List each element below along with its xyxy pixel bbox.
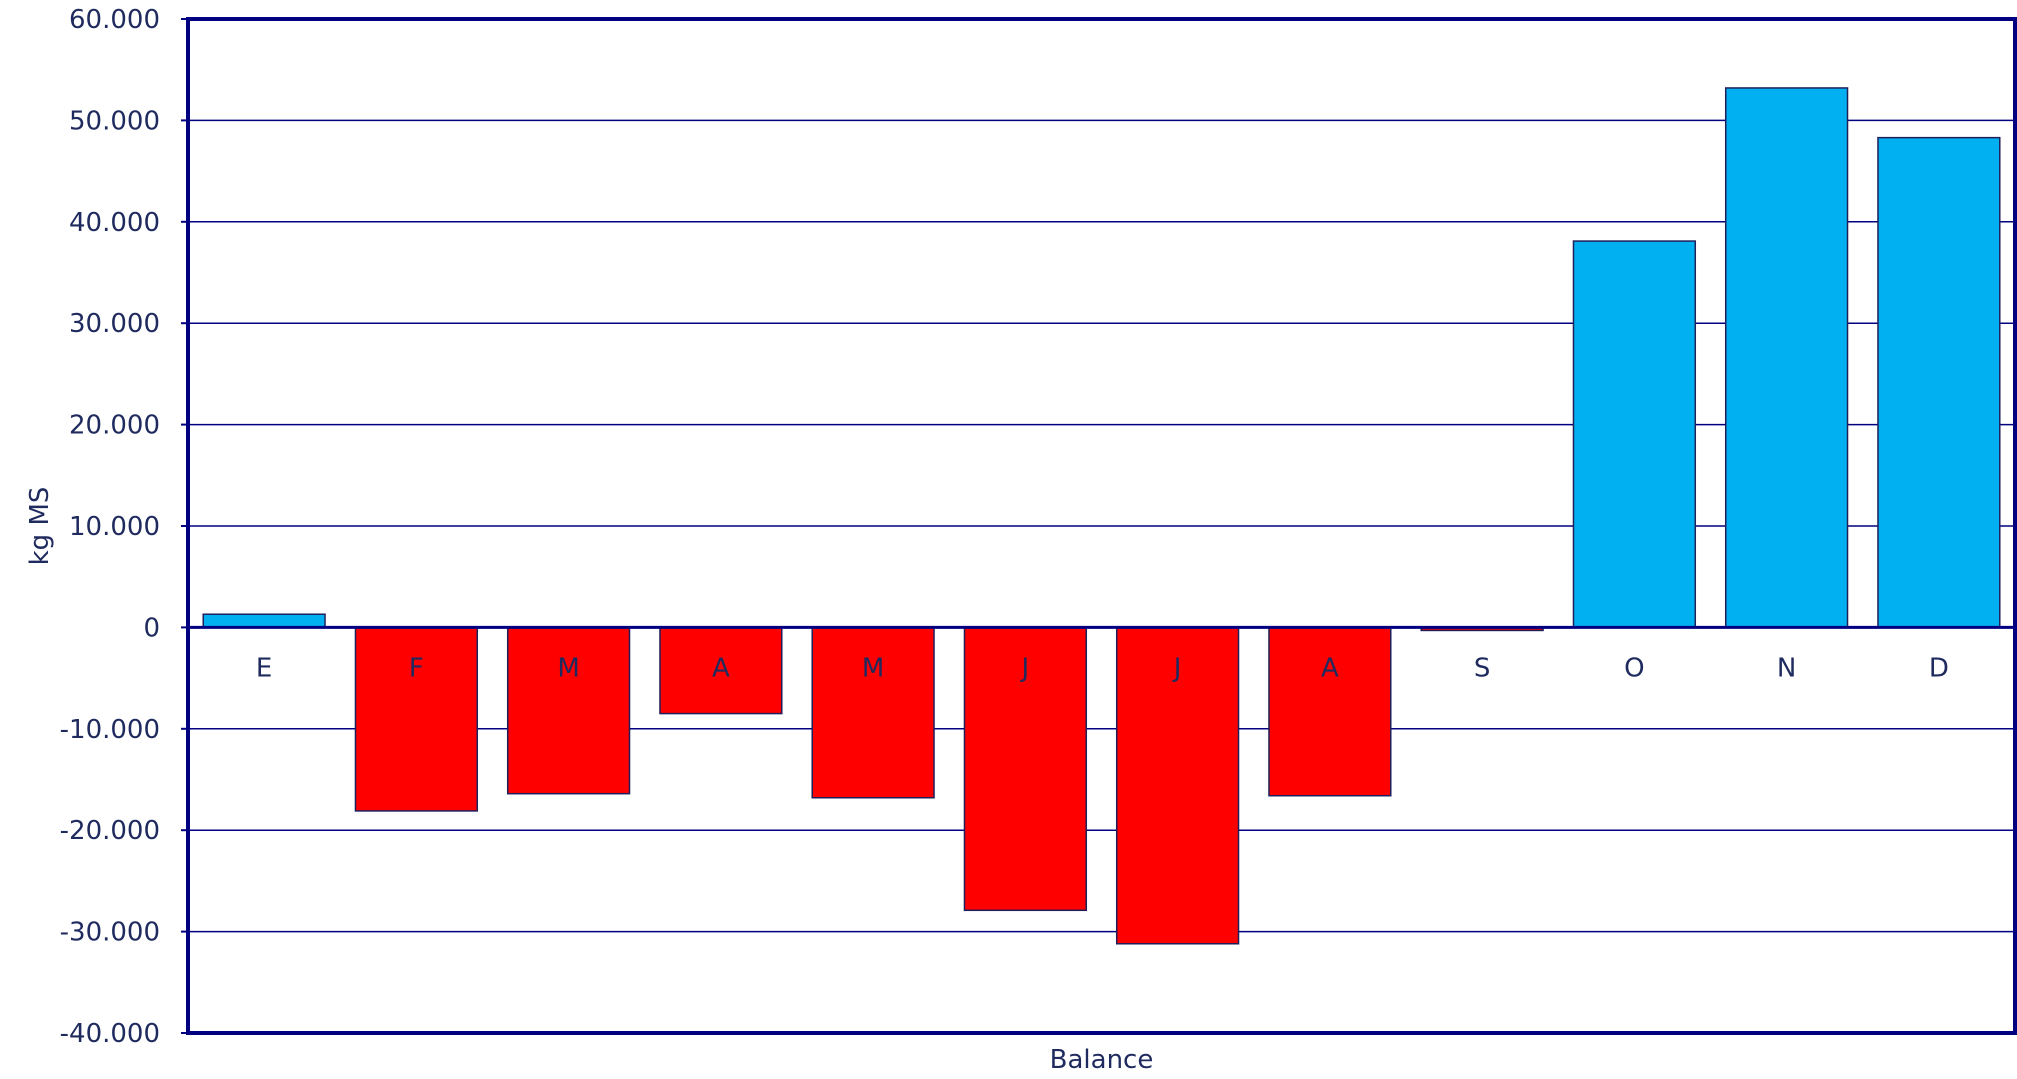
bar-6	[963, 626, 1088, 912]
bar-11	[1724, 87, 1849, 629]
x-tick-label: N	[1777, 653, 1796, 683]
x-tick-label: J	[1020, 653, 1030, 683]
x-tick-label: M	[557, 653, 579, 683]
axes	[181, 17, 2017, 1035]
x-tick-label: A	[712, 653, 730, 683]
x-tick-label: E	[256, 653, 272, 683]
bar-10	[1572, 240, 1697, 629]
x-axis-label: Balance	[1050, 1045, 1154, 1075]
x-tick-label: S	[1474, 653, 1491, 683]
y-tick-label: 60.000	[69, 5, 160, 35]
y-tick-label: 10.000	[69, 512, 160, 542]
bars	[202, 87, 2001, 945]
bar-2	[354, 626, 479, 812]
bar-1	[202, 613, 326, 629]
bar-4	[659, 626, 783, 715]
bar-12	[1877, 136, 2001, 629]
plot-frame	[186, 17, 2017, 1035]
x-tick-label: J	[1172, 653, 1182, 683]
y-tick-labels: 60.000 50.000 40.000 30.000 20.000 10.000 0 -10…	[60, 5, 160, 1049]
y-tick-label: 30.000	[69, 309, 160, 339]
x-tick-label: O	[1624, 653, 1644, 683]
y-tick-label: -20.000	[60, 816, 160, 846]
y-tick-label: 0	[143, 613, 160, 643]
y-tick-label: 20.000	[69, 411, 160, 441]
y-tick-label: 50.000	[69, 106, 160, 136]
x-tick-label: M	[862, 653, 884, 683]
x-tick-label: A	[1321, 653, 1339, 683]
x-tick-label: D	[1929, 653, 1949, 683]
y-axis-label: kg MS	[25, 487, 55, 566]
y-tick-label: 40.000	[69, 208, 160, 238]
bar-7	[1115, 626, 1240, 945]
y-tick-label: -40.000	[60, 1019, 160, 1049]
x-tick-label: F	[409, 653, 424, 683]
y-tick-label: -10.000	[60, 715, 160, 745]
bar-3	[506, 626, 631, 795]
bar-5	[811, 626, 935, 799]
y-tick-label: -30.000	[60, 918, 160, 948]
